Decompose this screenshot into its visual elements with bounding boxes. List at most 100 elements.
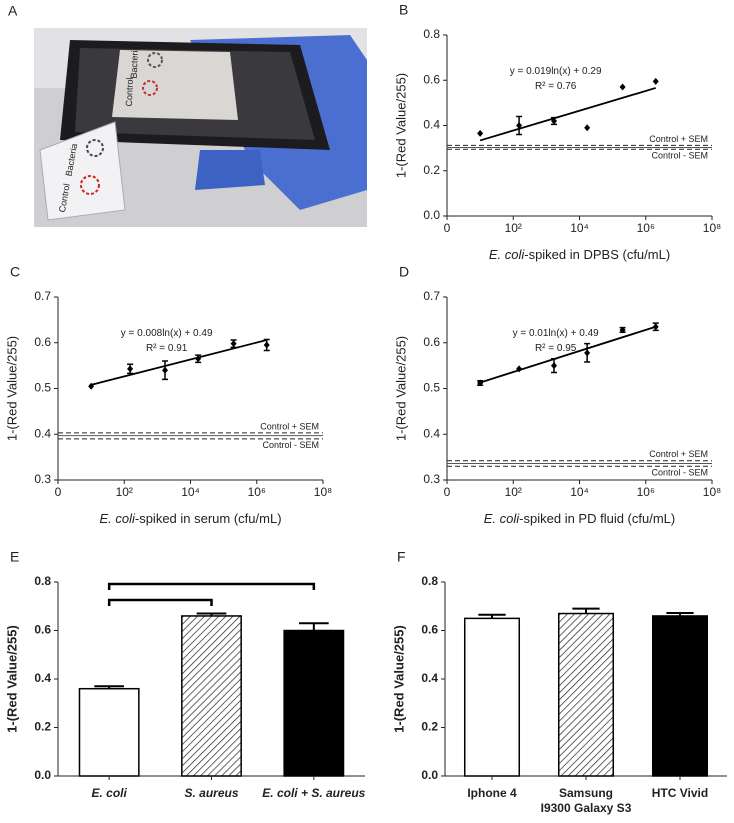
fit-line <box>479 325 656 384</box>
x-axis-label-italic: E. coli <box>484 511 521 526</box>
panel-label: C <box>10 264 20 280</box>
panel-label: D <box>399 264 409 280</box>
panel-label: E <box>10 549 19 565</box>
y-tick-label: 0.0 <box>34 768 51 782</box>
y-tick-label: 0.2 <box>34 720 51 734</box>
x-tick-label: 10⁶ <box>248 485 266 499</box>
control-label: Control + SEM <box>260 421 319 431</box>
error-bar <box>298 622 329 631</box>
photo-text: Control <box>124 77 135 106</box>
photo-text: Control <box>57 183 72 213</box>
control-label: Control - SEM <box>651 468 708 478</box>
data-point <box>652 77 659 85</box>
y-tick-label: 0.5 <box>423 381 440 395</box>
bar <box>463 617 521 777</box>
equation: y = 0.01ln(x) + 0.49 <box>513 328 600 339</box>
screen-card <box>112 50 238 120</box>
fit-line <box>479 87 656 142</box>
x-tick-label: E. coli + S. aureus <box>262 786 365 800</box>
y-tick-label: 0.3 <box>34 472 51 486</box>
x-tick-label: 10⁴ <box>570 485 589 499</box>
data-point <box>263 341 270 349</box>
data-point <box>88 382 95 390</box>
data-point <box>551 117 558 125</box>
y-tick-label: 0.8 <box>34 574 51 588</box>
x-tick-label: S. aureus <box>184 786 238 800</box>
equation: R² = 0.95 <box>535 343 577 354</box>
data-point <box>516 122 523 129</box>
photo: Bacteria Control Bacteria Control <box>34 28 367 227</box>
x-axis-label: E. coli-spiked in serum (cfu/mL) <box>99 511 281 526</box>
x-tick-label: 10² <box>505 221 522 235</box>
significance-bracket <box>107 598 213 606</box>
data-point <box>127 365 134 373</box>
significance-bracket <box>107 582 316 590</box>
glove-finger <box>195 150 265 190</box>
x-tick-label: 10⁸ <box>703 485 721 499</box>
spot <box>86 139 104 157</box>
paper-card <box>39 121 126 221</box>
x-axis-label: E. coli-spiked in DPBS (cfu/mL) <box>489 247 670 262</box>
x-tick-label: 10⁸ <box>703 221 721 235</box>
x-tick-label: Samsung I9300 Galaxy S3 <box>541 786 632 815</box>
y-tick-label: 0.4 <box>34 671 51 685</box>
control-label: Control - SEM <box>651 151 708 161</box>
x-tick-label: 10⁴ <box>570 221 589 235</box>
y-tick-label: 0.7 <box>34 289 51 303</box>
y-tick-label: 0.0 <box>421 768 438 782</box>
y-tick-label: 0.2 <box>423 163 440 177</box>
control-label: Control - SEM <box>262 440 319 450</box>
data-point <box>162 366 169 374</box>
control-label: Control + SEM <box>649 134 708 144</box>
y-tick-label: 0.6 <box>34 335 51 349</box>
bar <box>181 615 242 777</box>
x-tick-label: 0 <box>55 485 62 499</box>
y-tick-label: 0.4 <box>423 118 440 132</box>
spot <box>142 80 158 96</box>
x-tick-label: 10² <box>505 485 522 499</box>
x-tick-label: 10² <box>116 485 133 499</box>
y-tick-label: 0.0 <box>423 208 440 222</box>
data-point <box>477 129 484 137</box>
x-tick-label: E. coli <box>91 786 127 800</box>
x-tick-label: 10⁶ <box>637 221 655 235</box>
x-tick-label: 0 <box>444 485 451 499</box>
data-point <box>619 83 626 91</box>
y-tick-label: 0.4 <box>423 426 440 440</box>
x-axis-label-italic: E. coli <box>489 247 526 262</box>
y-axis-label: 1-(Red Value/255) <box>393 336 408 441</box>
equation: y = 0.008ln(x) + 0.49 <box>121 328 213 339</box>
y-tick-label: 0.6 <box>34 623 51 637</box>
x-axis-label-text: -spiked in serum (cfu/mL) <box>135 511 282 526</box>
y-tick-label: 0.3 <box>423 472 440 486</box>
y-tick-label: 0.6 <box>421 623 438 637</box>
y-tick-label: 0.8 <box>423 27 440 41</box>
y-axis-label: 1-(Red Value/255) <box>391 625 406 733</box>
y-axis-label: 1-(Red Value/255) <box>4 336 19 441</box>
y-tick-label: 0.7 <box>423 289 440 303</box>
control-label: Control + SEM <box>649 449 708 459</box>
data-point <box>584 124 591 132</box>
y-tick-label: 0.6 <box>423 335 440 349</box>
bar <box>651 615 709 777</box>
y-tick-label: 0.4 <box>34 426 51 440</box>
fit-line <box>90 339 267 386</box>
y-tick-label: 0.6 <box>423 72 440 86</box>
y-axis-label: 1-(Red Value/255) <box>393 73 408 178</box>
x-tick-label: 10⁸ <box>314 485 332 499</box>
x-axis-label-text: -spiked in PD fluid (cfu/mL) <box>519 511 675 526</box>
bar <box>283 629 345 777</box>
y-tick-label: 0.8 <box>421 574 438 588</box>
y-tick-label: 0.5 <box>34 381 51 395</box>
error-bar <box>572 607 600 614</box>
panel-label: B <box>399 2 408 18</box>
x-tick-label: 10⁴ <box>181 485 200 499</box>
x-tick-label: Iphone 4 <box>467 786 517 800</box>
x-tick-label: HTC Vivid <box>652 786 708 800</box>
data-point <box>652 323 659 331</box>
spot <box>80 175 100 195</box>
equation: R² = 0.91 <box>146 343 188 354</box>
equation: y = 0.019ln(x) + 0.29 <box>510 66 602 77</box>
spot <box>147 52 163 68</box>
panel-label: A <box>8 3 18 19</box>
